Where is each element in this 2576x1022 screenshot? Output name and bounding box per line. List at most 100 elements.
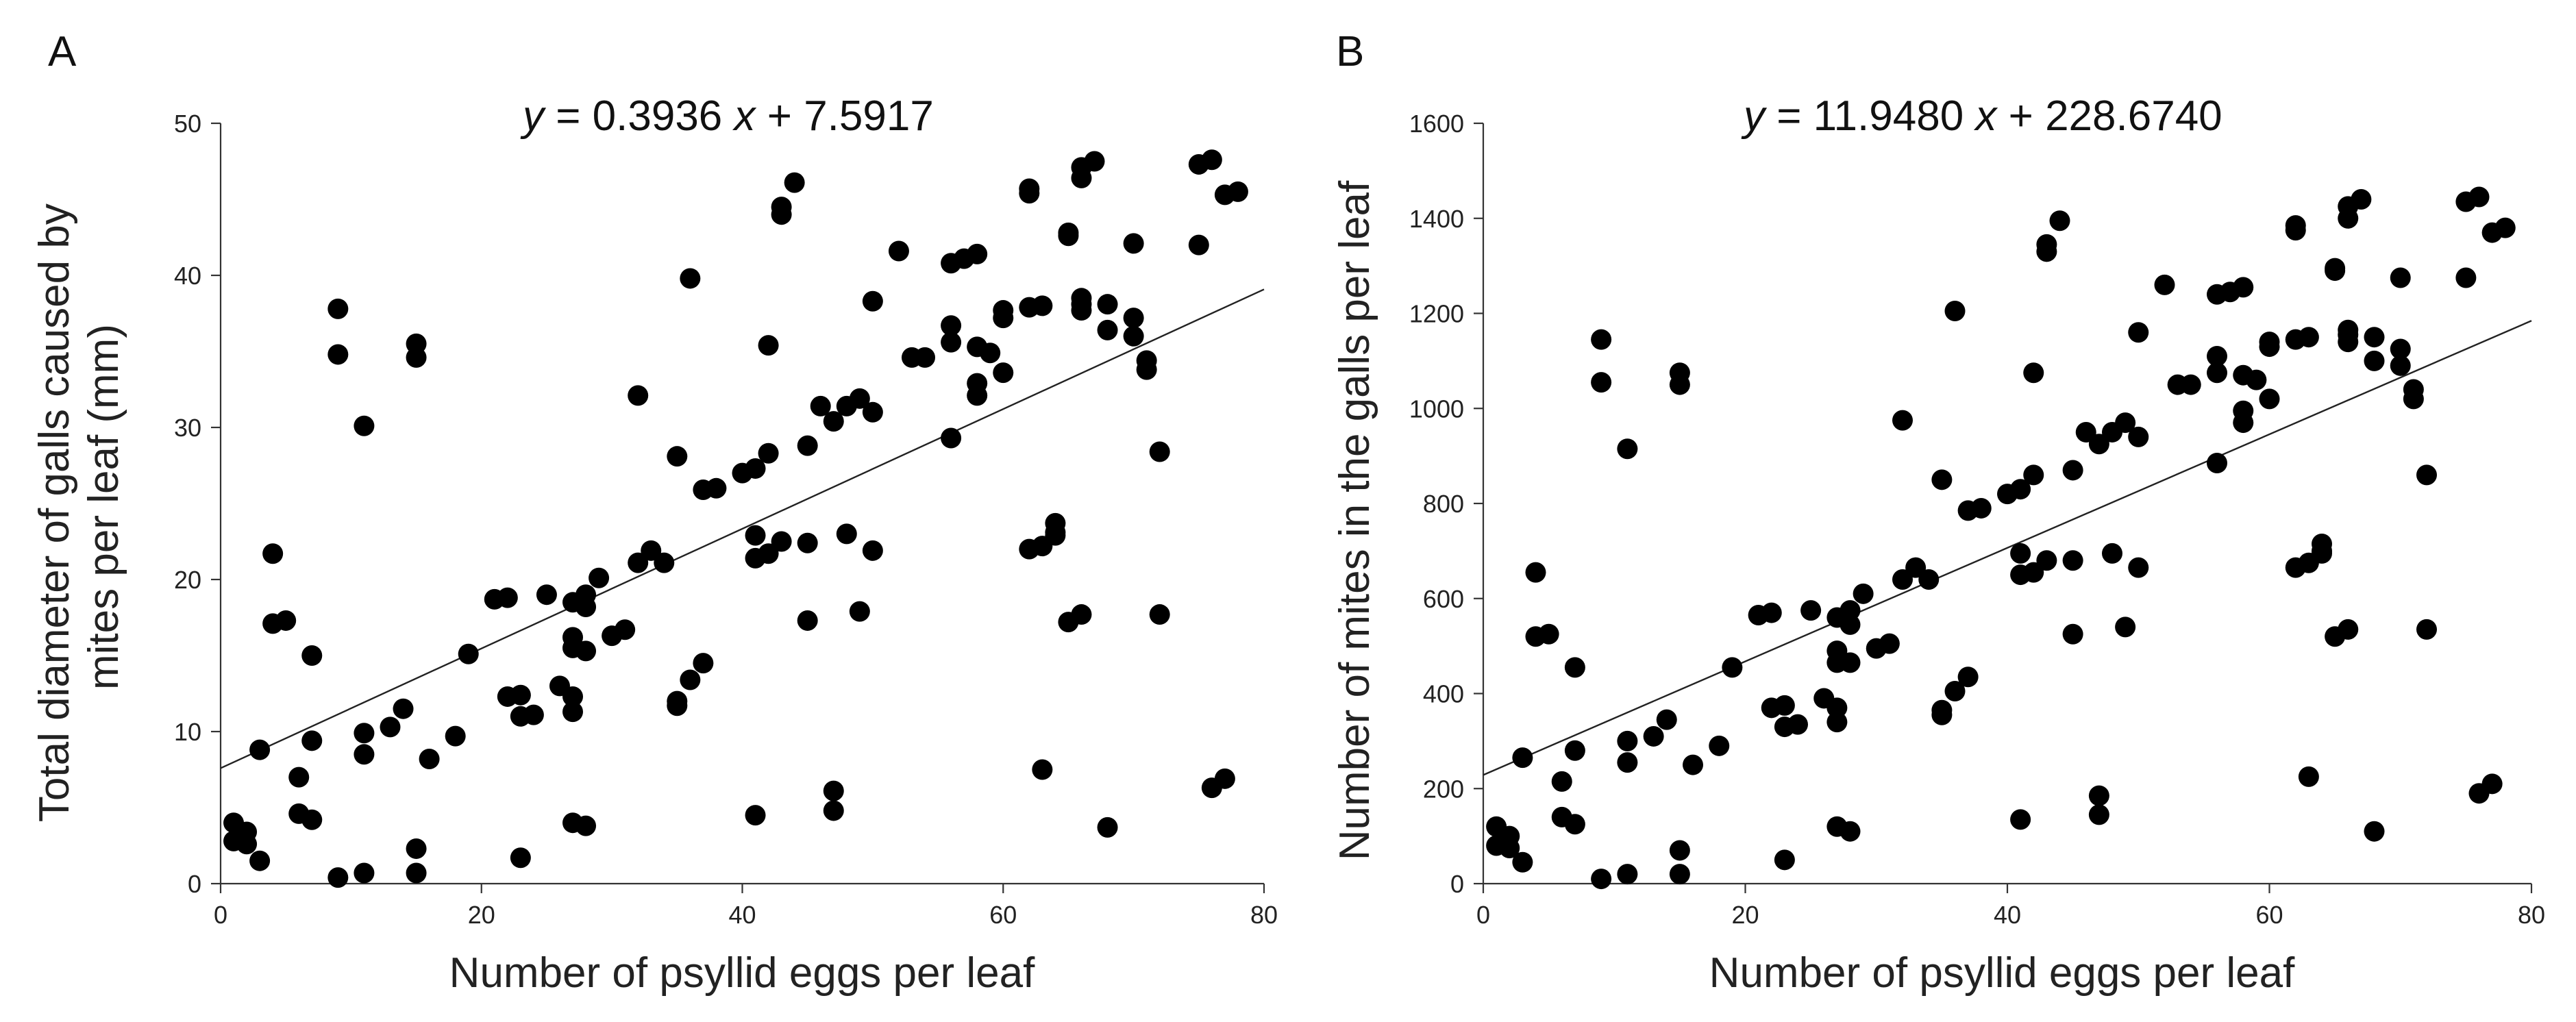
panel-b-data-point-17 [1617,438,1638,460]
panel-a-data-point-86 [849,601,870,622]
panel-a-data-point-21 [380,716,401,738]
panel-b-data-point-76 [2062,460,2083,481]
panel-b-x-tick-label-3: 60 [2255,901,2283,929]
panel-b-data-point-87 [2128,322,2149,343]
panel-a-data-point-96 [941,427,962,449]
panel-a-data-point-70 [758,443,779,464]
panel-b-data-point-51 [1879,633,1900,654]
panel-a-data-point-82 [823,800,844,821]
panel-a-data-point-3 [236,834,258,855]
panel-a-data-point-123 [1071,300,1092,321]
panel-b-data-point-43 [1826,712,1848,733]
panel-a-data-point-98 [967,243,988,264]
panel-b-data-point-117 [2325,260,2346,282]
panel-b-data-point-74 [2036,550,2057,571]
panel-a-data-point-36 [523,704,544,725]
panel-b-y-tick-label-1: 200 [1423,775,1464,803]
panel-b-data-point-75 [2049,210,2070,232]
panel-a-data-point-8 [275,610,297,631]
panel-b-data-point-134 [2416,464,2437,486]
panel-a-data-point-141 [1214,768,1235,789]
panel-a-data-point-49 [589,567,610,588]
panel-a-data-point-76 [797,435,818,456]
panel-a-data-point-134 [1149,441,1170,462]
panel-a-data-point-18 [354,723,375,744]
panel-a-equation-y: y [520,92,547,140]
panel-a-data-point-31 [497,587,518,608]
panel-b-data-point-21 [1643,725,1664,747]
panel-b-data-point-137 [2455,267,2477,288]
panel-b-data-point-36 [1787,714,1808,735]
panel-b-y-tick-label-2: 400 [1423,680,1464,708]
panel-a-letter: A [48,28,77,75]
panel-b-data-point-53 [1892,569,1913,590]
panel-b: B y = 11.9480 x + 228.6740 Number of mit… [1331,28,2545,997]
panel-b-y-tick-label-6: 1200 [1409,300,1464,328]
panel-a-data-point-107 [1019,183,1040,204]
panel-a-data-point-81 [823,780,844,801]
panel-a-y-tick-label-3: 30 [174,414,201,442]
panel-a-data-point-58 [667,695,688,716]
panel-a-data-point-52 [628,385,649,406]
panel-a-data-point-65 [745,458,766,479]
panel-a-data-point-104 [993,308,1014,329]
panel-b-data-point-14 [1591,869,1612,890]
panel-b-data-point-16 [1591,372,1612,393]
panel-b-x-tick-label-1: 20 [1731,901,1759,929]
panel-a-data-point-54 [641,540,662,561]
panel-a-data-point-89 [862,540,883,561]
panel-b-data-point-141 [2481,773,2503,795]
panel-a-data-point-14 [327,867,349,888]
panel-a-data-point-6 [262,543,284,564]
panel-a-data-point-95 [941,332,962,353]
panel-a-data-point-25 [406,838,427,859]
panel-b-y-tick-label-4: 800 [1423,490,1464,518]
panel-b-data-point-29 [1722,657,1743,678]
panel-b-data-point-135 [2416,619,2437,640]
panel-a-data-point-46 [575,596,597,617]
panel-b-data-point-22 [1656,709,1677,730]
panel-b-data-point-47 [1840,652,1861,673]
panel-a-data-point-128 [1097,817,1118,838]
panel-a-data-point-4 [249,850,271,871]
panel-b-y-tick-label-7: 1400 [1409,205,1464,233]
panel-b-data-point-35 [1774,849,1795,871]
panel-a-equation-coef: = 0.3936 [544,92,734,140]
panel-a-data-point-13 [301,645,323,666]
panel-b-data-point-5 [1512,747,1533,769]
panel-b-data-point-54 [1905,557,1927,578]
panel-b-data-point-49 [1853,583,1874,604]
panel-b-x-tick-label-0: 0 [1476,901,1490,929]
panel-b-data-point-73 [2036,241,2057,262]
panel-a-data-point-92 [915,347,936,368]
panel-b-data-point-104 [2259,336,2280,358]
panel-a-data-point-87 [862,290,883,312]
panel-b-data-point-94 [2207,345,2227,366]
panel-a-data-point-56 [667,446,688,467]
panel-b-data-point-55 [1918,569,1940,590]
panel-a-data-point-27 [419,748,440,769]
panel-b-data-point-48 [1840,821,1861,842]
panel-b-data-point-131 [2390,355,2411,376]
panel-a-data-point-43 [562,701,584,723]
panel-a-data-point-37 [536,584,557,606]
panel-b-data-point-127 [2364,350,2385,371]
panel-b-data-point-60 [1944,681,1966,702]
panel-a-equation-x: x [732,92,757,140]
panel-a-data-point-131 [1123,325,1144,347]
panel-a-x-tick-label-2: 40 [728,901,756,929]
panel-b-regression-line [1483,320,2532,776]
panel-a-data-point-59 [680,268,701,289]
panel-b-data-point-4 [1512,851,1533,873]
panel-b-data-point-82 [2088,804,2109,825]
panel-b-data-point-142 [2494,217,2516,238]
panel-b-data-point-13 [1564,657,1585,678]
panel-b-data-point-15 [1591,329,1612,350]
panel-b-data-point-107 [2285,220,2306,241]
panel-a-data-point-138 [1201,149,1222,171]
panel-a-data-point-84 [836,523,857,545]
panel-a-data-point-17 [354,415,375,436]
panel-a-data-point-127 [1097,319,1118,340]
panel-a-data-point-115 [1045,525,1066,546]
panel-b-data-point-28 [1709,735,1730,756]
